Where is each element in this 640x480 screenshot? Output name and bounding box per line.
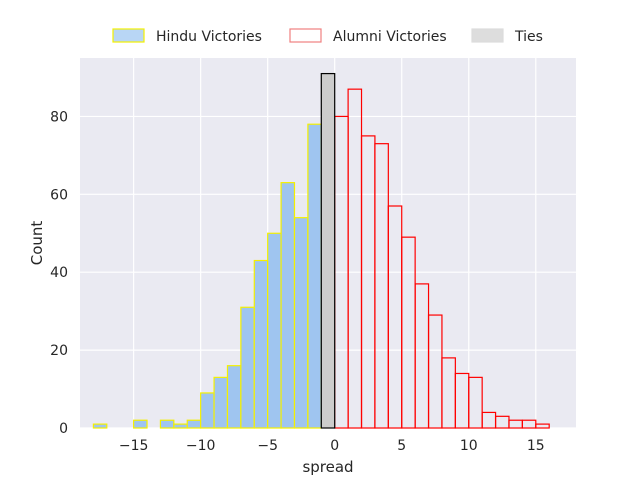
y-tick-labels: 0 20 40 60 80 — [50, 109, 68, 437]
bar-hindu-victories — [240, 306, 255, 429]
bar-hindu-victories — [159, 419, 175, 429]
bar-hindu-victories — [92, 423, 108, 429]
bar-alumni-victories — [468, 376, 483, 429]
bar-hindu-victories — [253, 259, 269, 429]
legend-swatch-ties — [471, 28, 504, 43]
bar-hindu-victories — [267, 232, 282, 429]
bar-hindu-victories — [280, 182, 296, 429]
bar-hindu-victories — [226, 365, 242, 429]
x-tick-label: −5 — [257, 438, 278, 454]
bar-alumni-victories — [535, 423, 550, 429]
bar-hindu-victories — [200, 392, 215, 429]
x-tick-label: 10 — [460, 438, 478, 454]
bar-hindu-victories — [213, 376, 229, 429]
y-axis-title: Count — [28, 221, 46, 266]
bar-hindu-victories — [133, 419, 148, 429]
x-tick-label: −15 — [119, 438, 149, 454]
y-tick-label: 80 — [50, 109, 68, 125]
bar-hindu-victories — [186, 419, 202, 429]
x-tick-label: 5 — [397, 438, 406, 454]
bar-hindu-victories — [293, 217, 309, 429]
x-tick-labels: −15 −10 −5 0 5 10 15 — [119, 438, 545, 454]
legend-swatch-alumni-victories — [289, 28, 322, 43]
y-tick-label: 0 — [59, 421, 68, 437]
x-tick-label: 0 — [330, 438, 339, 454]
bars — [92, 72, 550, 429]
legend-label-hindu-victories: Hindu Victories — [156, 29, 262, 45]
legend-swatch-hindu-victories — [112, 28, 145, 43]
x-axis-title: spread — [302, 458, 353, 476]
y-tick-label: 20 — [50, 343, 68, 359]
bar-hindu-victories — [173, 423, 188, 429]
x-tick-label: −10 — [186, 438, 216, 454]
x-tick-label: 15 — [527, 438, 545, 454]
y-tick-label: 60 — [50, 187, 68, 203]
bar-ties — [320, 72, 336, 429]
legend: Hindu Victories Alumni Victories Ties — [112, 28, 543, 45]
bar-hindu-victories — [307, 123, 322, 429]
y-tick-label: 40 — [50, 265, 68, 281]
legend-label-ties: Ties — [514, 29, 543, 45]
legend-label-alumni-victories: Alumni Victories — [333, 29, 447, 45]
